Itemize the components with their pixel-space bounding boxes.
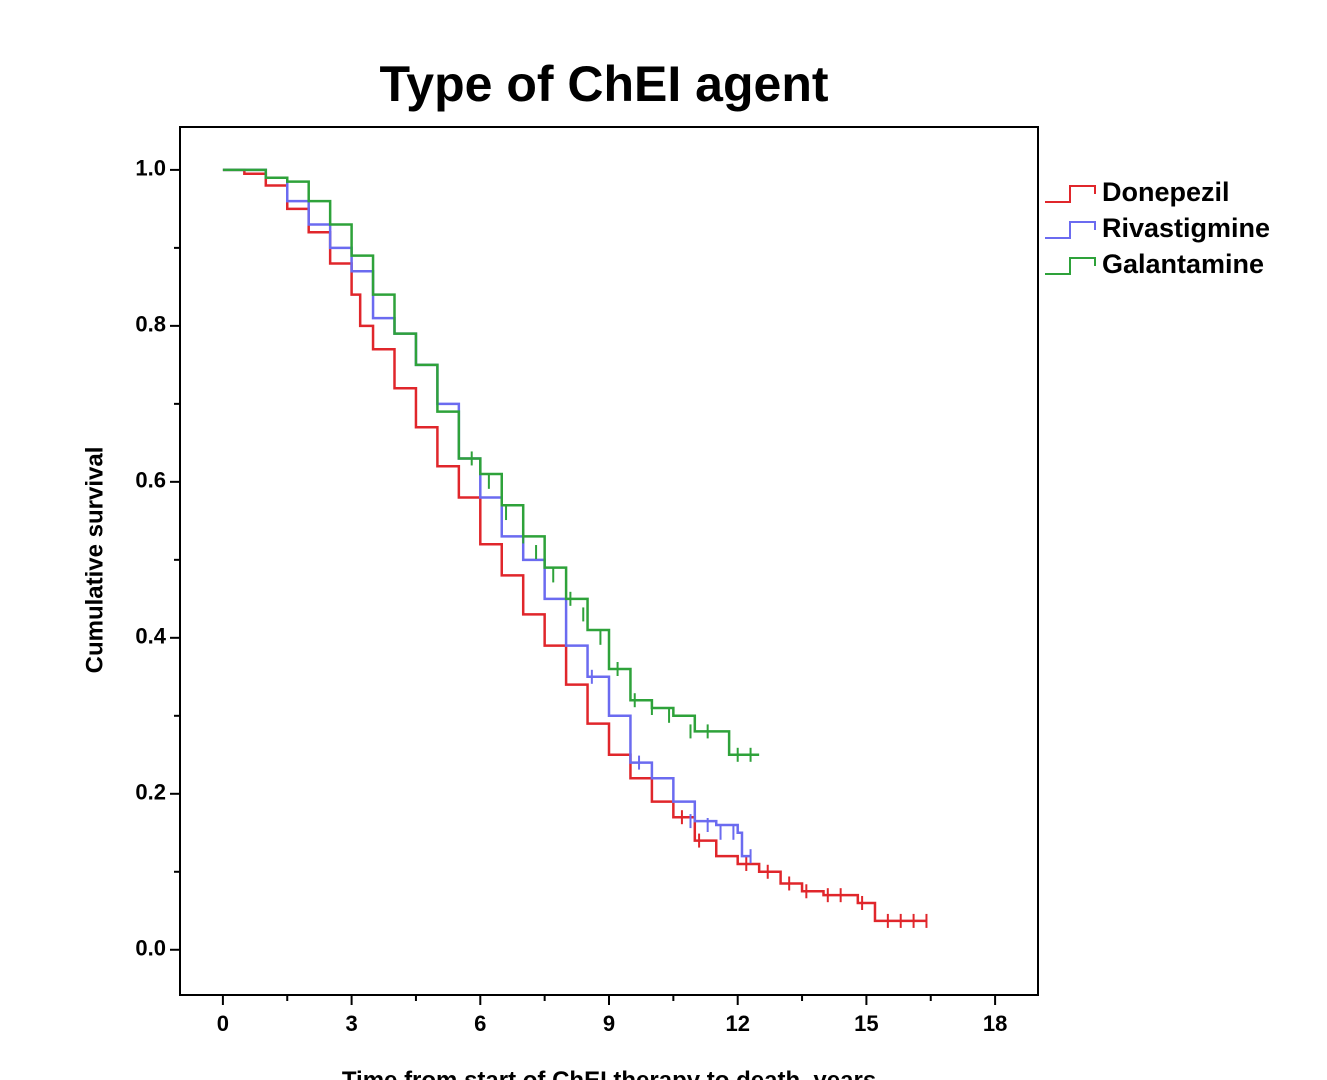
x-tick-label: 0 — [217, 1011, 229, 1036]
x-axis-label: Time from start of ChEI therapy to death… — [342, 1067, 876, 1080]
survival-curve — [222, 168, 760, 757]
legend-swatch — [1045, 221, 1096, 239]
legend-swatch — [1045, 185, 1096, 203]
legend-label: Donepezil — [1102, 177, 1230, 207]
y-tick-label: 0.6 — [135, 468, 166, 493]
y-tick-label: 0.8 — [135, 312, 166, 337]
legend-label: Galantamine — [1102, 249, 1264, 279]
x-tick-label: 6 — [474, 1011, 486, 1036]
x-tick-label: 18 — [983, 1011, 1007, 1036]
y-tick-label: 1.0 — [135, 156, 166, 181]
x-tick-label: 9 — [603, 1011, 615, 1036]
x-tick-label: 12 — [725, 1011, 749, 1036]
y-tick-label: 0.2 — [135, 780, 166, 805]
survival-curve — [222, 168, 927, 923]
chart-title: Type of ChEI agent — [379, 56, 828, 112]
x-tick-label: 15 — [854, 1011, 878, 1036]
legend-label: Rivastigmine — [1102, 213, 1270, 243]
x-tick-label: 3 — [345, 1011, 357, 1036]
y-axis-label: Cumulative survival — [81, 447, 108, 674]
plot-frame — [179, 126, 1039, 996]
legend-swatch — [1045, 257, 1096, 275]
survival-curve — [222, 168, 751, 858]
y-tick-label: 0.4 — [135, 624, 166, 649]
y-tick-label: 0.0 — [135, 936, 166, 961]
